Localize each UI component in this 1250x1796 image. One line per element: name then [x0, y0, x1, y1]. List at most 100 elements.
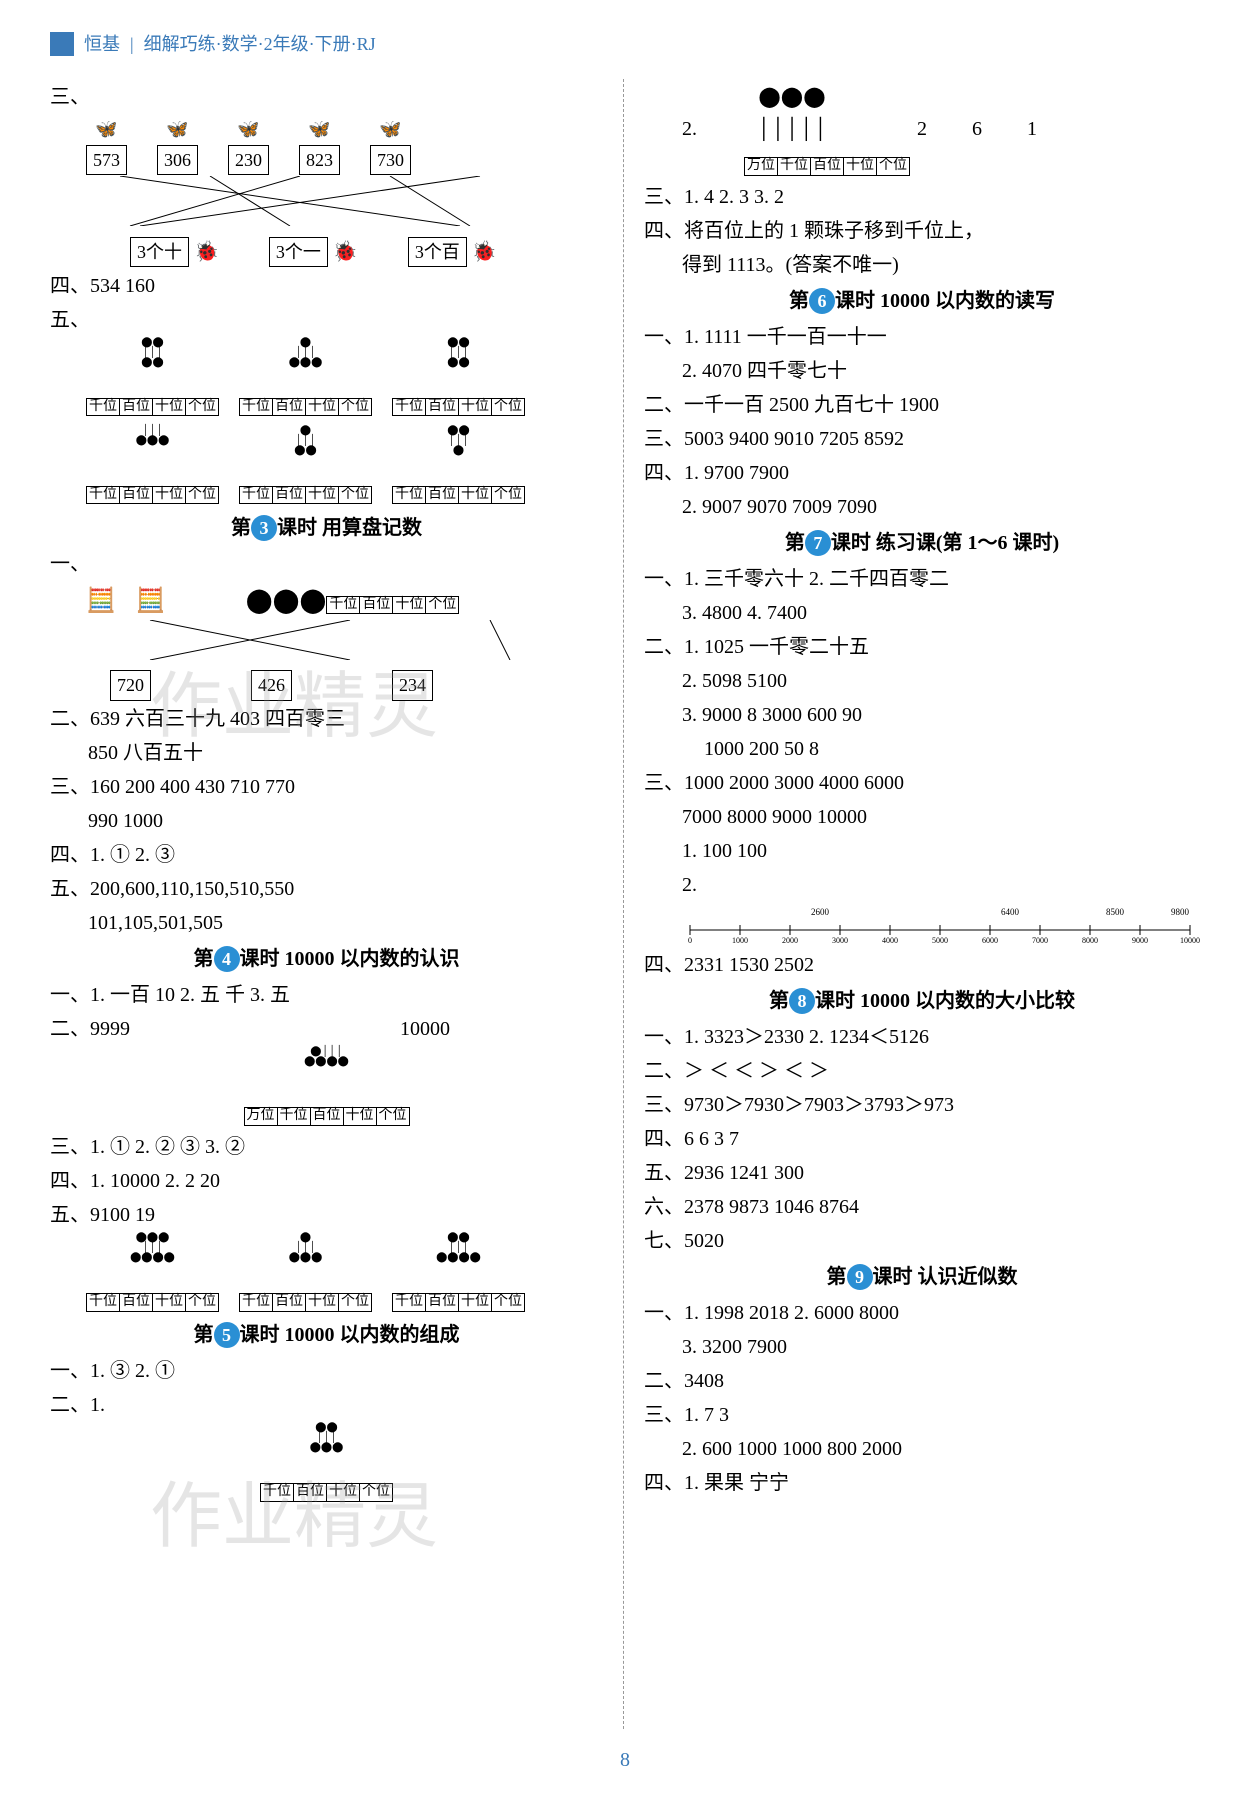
r-q4a: 四、将百位上的 1 颗珠子移到千位上，	[644, 215, 1200, 247]
l7-q2a: 二、1. 1025 一千零二十五	[644, 631, 1200, 663]
l4-abacus: ⬤│││⬤⬤⬤⬤ 万位千位百位十位个位	[50, 1047, 603, 1129]
l4-q3: 三、1. ① 2. ② ③ 3. ②	[50, 1131, 603, 1163]
beads-icon: ⬤│││⬤⬤⬤	[239, 1233, 372, 1283]
lesson8-title: 第8课时 10000 以内数的大小比较	[644, 985, 1200, 1017]
l3-q5a: 五、200,600,110,150,510,550	[50, 873, 603, 905]
butterfly-icon: 🦋	[228, 115, 269, 144]
svg-text:9000: 9000	[1132, 936, 1148, 945]
l3-box-row: 720 426 234	[50, 670, 603, 701]
lesson9-title: 第9课时 认识近似数	[644, 1261, 1200, 1293]
l9-q1: 一、1. 1998 2018 2. 6000 8000	[644, 1297, 1200, 1329]
q4-answer: 四、534 160	[50, 270, 603, 302]
lesson-num-icon: 5	[214, 1322, 240, 1348]
nl-top: 9800	[1171, 907, 1190, 917]
l3-q5b: 101,105,501,505	[50, 907, 603, 939]
l7-q2c: 3. 9000 8 3000 600 90	[644, 699, 1200, 731]
svg-text:7000: 7000	[1032, 936, 1048, 945]
l7-q3a: 三、1000 2000 3000 4000 6000	[644, 767, 1200, 799]
bf-box: 306	[157, 145, 198, 176]
nl-top: 8500	[1106, 907, 1125, 917]
l7-q2b: 2. 5098 5100	[644, 665, 1200, 697]
l7-q1b: 3. 4800 4. 7400	[644, 597, 1200, 629]
beads-icon: ⬤⬤│││⬤⬤⬤	[50, 1423, 603, 1473]
lesson4-title: 第4课时 10000 以内数的认识	[50, 943, 603, 975]
svg-text:5000: 5000	[932, 936, 948, 945]
svg-text:4000: 4000	[882, 936, 898, 945]
l4-q2: 二、9999 10000	[50, 1013, 603, 1045]
lesson6-title: 第6课时 10000 以内数的读写	[644, 285, 1200, 317]
butterfly-icon: 🦋	[299, 115, 340, 144]
svg-text:0: 0	[688, 936, 692, 945]
l6-q4a: 四、1. 9700 7900	[644, 457, 1200, 489]
lesson-num-icon: 6	[809, 288, 835, 314]
beads-icon: ⬤│││⬤⬤	[239, 426, 372, 476]
number-line: 2600 6400 8500 9800 010002000 3000400050…	[680, 905, 1200, 945]
l3-q2b: 850 八百五十	[50, 737, 603, 769]
l8-q6: 六、2378 9873 1046 8764	[644, 1191, 1200, 1223]
beads-icon: ⬤│││⬤⬤⬤⬤	[50, 1047, 603, 1097]
beetle-row: 3个十 🐞 3个一 🐞 3个百 🐞	[50, 236, 603, 268]
svg-text:3000: 3000	[832, 936, 848, 945]
lesson3-title: 第3课时 用算盘记数	[50, 512, 603, 544]
bf-box: 230	[228, 145, 269, 176]
lesson5-title: 第5课时 10000 以内数的组成	[50, 1319, 603, 1351]
butterfly-icon: 🦋	[370, 115, 411, 144]
lesson7-title: 第7课时 练习课(第 1～6 课时)	[644, 527, 1200, 559]
bf-box: 823	[299, 145, 340, 176]
brand-logo	[50, 32, 74, 56]
nl-top: 6400	[1001, 907, 1020, 917]
beetle-box: 3个十	[130, 237, 189, 268]
l7-q4: 四、2331 1530 2502	[644, 949, 1200, 981]
l8-q3: 三、9730＞7930＞7903＞3793＞973	[644, 1089, 1200, 1121]
page-header: 恒基 | 细解巧练·数学·2年级·下册·RJ	[50, 30, 1200, 59]
cross-lines	[90, 620, 570, 660]
butterfly-row: 🦋573 🦋306 🦋230 🦋823 🦋730	[50, 115, 603, 176]
l9-q1b: 3. 3200 7900	[644, 1331, 1200, 1363]
l3-q3b: 990 1000	[50, 805, 603, 837]
column-divider	[623, 79, 624, 1729]
abacus-row-a: ⬤⬤│││⬤⬤千位百位十位个位 ⬤│││⬤⬤⬤千位百位十位个位 ⬤⬤│││⬤⬤千…	[50, 338, 603, 420]
l6-q2: 二、一千一百 2500 九百七十 1900	[644, 389, 1200, 421]
l4-q4: 四、1. 10000 2. 2 20	[50, 1165, 603, 1197]
suanpan-row: 🧮 🧮 ⬤⬤⬤千位百位十位个位	[50, 582, 603, 620]
l3-box: 234	[392, 670, 433, 701]
lesson-num-icon: 4	[214, 946, 240, 972]
abacus-small-icon: ⬤⬤⬤│││││	[702, 81, 882, 145]
butterfly-icon: 🦋	[157, 115, 198, 144]
bf-box: 573	[86, 145, 127, 176]
l8-q1: 一、1. 3323＞2330 2. 1234＜5126	[644, 1021, 1200, 1053]
svg-text:6000: 6000	[982, 936, 998, 945]
l9-q4: 四、1. 果果 宁宁	[644, 1467, 1200, 1499]
content-columns: 三、 🦋573 🦋306 🦋230 🦋823 🦋730 3个十 🐞 3个一 🐞 …	[50, 79, 1200, 1729]
beads-icon: ⬤⬤│││⬤⬤	[392, 338, 525, 388]
beads-icon: ⬤│││⬤⬤⬤	[239, 338, 372, 388]
svg-text:8000: 8000	[1082, 936, 1098, 945]
beads-icon: │││⬤⬤⬤	[86, 426, 219, 476]
l4-q1: 一、1. 一百 10 2. 五 千 3. 五	[50, 979, 603, 1011]
l7-q3c: 1. 100 100	[644, 835, 1200, 867]
l6-q1b: 2. 4070 四千零七十	[644, 355, 1200, 387]
butterfly-icon: 🦋	[86, 115, 127, 144]
left-column: 三、 🦋573 🦋306 🦋230 🦋823 🦋730 3个十 🐞 3个一 🐞 …	[50, 79, 603, 1729]
l3-box: 720	[110, 670, 151, 701]
r-q4b: 得到 1113。(答案不唯一)	[644, 249, 1200, 281]
nl-top: 2600	[811, 907, 830, 917]
lesson-num-icon: 9	[847, 1264, 873, 1290]
l7-q3b: 7000 8000 9000 10000	[644, 801, 1200, 833]
suanpan-icon: 🧮	[86, 582, 116, 620]
r-abacus-labels: 万位千位百位十位个位	[644, 147, 1200, 179]
l9-q3a: 三、1. 7 3	[644, 1399, 1200, 1431]
q3-label: 三、	[50, 81, 603, 113]
beetle-box: 3个一	[269, 237, 328, 268]
l3-q4: 四、1. ① 2. ③	[50, 839, 603, 871]
suanpan-icon: 🧮	[136, 582, 166, 620]
l5-abacus: ⬤⬤│││⬤⬤⬤ 千位百位十位个位	[50, 1423, 603, 1505]
l7-q1a: 一、1. 三千零六十 2. 二千四百零二	[644, 563, 1200, 595]
beads-icon: ⬤⬤⬤│││⬤⬤⬤⬤	[86, 1233, 219, 1283]
l5-q1: 一、1. ③ 2. ①	[50, 1355, 603, 1387]
l7-q2d: 1000 200 50 8	[644, 733, 1200, 765]
r-q3: 三、1. 4 2. 3 3. 2	[644, 181, 1200, 213]
l6-q3: 三、5003 9400 9010 7205 8592	[644, 423, 1200, 455]
matching-lines	[90, 176, 570, 226]
l9-q3b: 2. 600 1000 1000 800 2000	[644, 1433, 1200, 1465]
